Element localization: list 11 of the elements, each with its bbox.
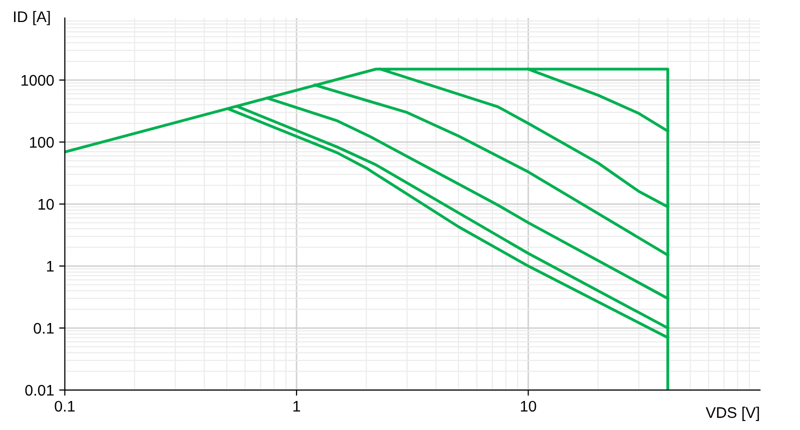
y-tick-label: 10: [38, 198, 54, 210]
y-tick-label: 0.01: [25, 384, 54, 396]
x-tick-label: 0.1: [54, 400, 75, 412]
y-tick-label: 1000: [22, 74, 54, 86]
y-tick-label: 100: [30, 136, 54, 148]
y-axis-title: ID [A]: [14, 10, 50, 26]
x-tick-label: 10: [520, 400, 536, 412]
y-tick-label: 1: [47, 261, 54, 272]
x-tick-label: 1: [293, 400, 300, 412]
y-tick-label: 0.1: [34, 322, 54, 334]
x-axis-title: VDS [V]: [706, 406, 759, 421]
